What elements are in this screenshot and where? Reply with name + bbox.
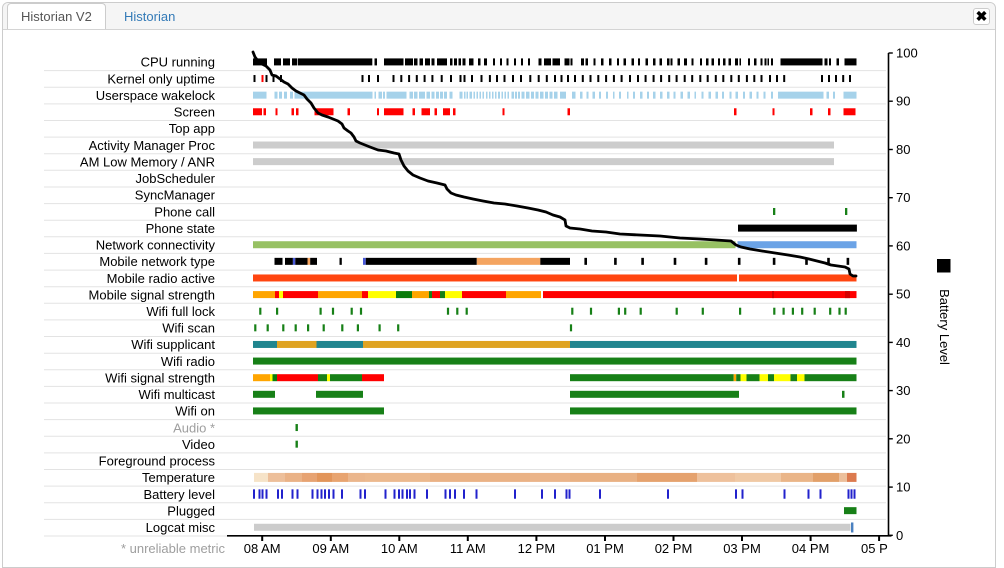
svg-text:10 AM: 10 AM [381, 541, 418, 556]
svg-text:12 PM: 12 PM [518, 541, 556, 556]
svg-text:40: 40 [896, 335, 910, 350]
svg-text:Logcat misc: Logcat misc [146, 520, 216, 535]
svg-text:Wifi full lock: Wifi full lock [146, 304, 215, 319]
svg-text:50: 50 [896, 287, 910, 302]
svg-text:Mobile radio active: Mobile radio active [107, 271, 215, 286]
svg-text:02 PM: 02 PM [655, 541, 693, 556]
svg-text:10: 10 [896, 480, 910, 495]
svg-text:* unreliable metric: * unreliable metric [121, 541, 226, 556]
svg-text:30: 30 [896, 383, 910, 398]
svg-text:Screen: Screen [174, 105, 215, 120]
svg-text:SyncManager: SyncManager [135, 188, 216, 203]
svg-text:Video: Video [182, 437, 215, 452]
svg-text:Battery level: Battery level [143, 487, 215, 502]
svg-text:90: 90 [896, 94, 910, 109]
svg-text:Plugged: Plugged [167, 504, 215, 519]
svg-text:Audio *: Audio * [173, 420, 215, 435]
svg-text:Battery Level: Battery Level [937, 289, 952, 365]
svg-text:Top app: Top app [169, 121, 215, 136]
svg-text:80: 80 [896, 142, 910, 157]
svg-text:Wifi multicast: Wifi multicast [138, 387, 215, 402]
svg-text:Wifi scan: Wifi scan [162, 321, 215, 336]
svg-text:04 PM: 04 PM [792, 541, 830, 556]
svg-text:60: 60 [896, 238, 910, 253]
svg-text:20: 20 [896, 431, 910, 446]
svg-text:Wifi on: Wifi on [175, 404, 215, 419]
svg-text:Temperature: Temperature [142, 470, 215, 485]
svg-text:11 AM: 11 AM [450, 541, 486, 556]
svg-text:AM Low Memory / ANR: AM Low Memory / ANR [80, 154, 215, 169]
svg-text:Kernel only uptime: Kernel only uptime [107, 71, 215, 86]
svg-text:03 PM: 03 PM [723, 541, 761, 556]
svg-text:Activity Manager Proc: Activity Manager Proc [89, 138, 216, 153]
svg-text:Wifi radio: Wifi radio [161, 354, 215, 369]
svg-text:JobScheduler: JobScheduler [136, 171, 216, 186]
svg-text:Wifi signal strength: Wifi signal strength [105, 371, 215, 386]
svg-text:0: 0 [896, 528, 903, 543]
svg-text:Phone state: Phone state [146, 221, 215, 236]
svg-text:Foreground process: Foreground process [99, 454, 216, 469]
svg-text:Wifi supplicant: Wifi supplicant [131, 337, 215, 352]
svg-text:Network connectivity: Network connectivity [96, 238, 216, 253]
svg-text:Userspace wakelock: Userspace wakelock [96, 88, 216, 103]
svg-text:01 PM: 01 PM [586, 541, 624, 556]
svg-text:05 P: 05 P [861, 541, 888, 556]
svg-text:09 AM: 09 AM [312, 541, 349, 556]
svg-text:Mobile signal strength: Mobile signal strength [89, 287, 215, 302]
svg-text:Phone call: Phone call [154, 204, 215, 219]
svg-text:CPU running: CPU running [141, 55, 215, 70]
svg-text:Mobile network type: Mobile network type [99, 254, 215, 269]
svg-text:70: 70 [896, 190, 910, 205]
svg-text:100: 100 [896, 46, 918, 61]
svg-text:08 AM: 08 AM [244, 541, 281, 556]
